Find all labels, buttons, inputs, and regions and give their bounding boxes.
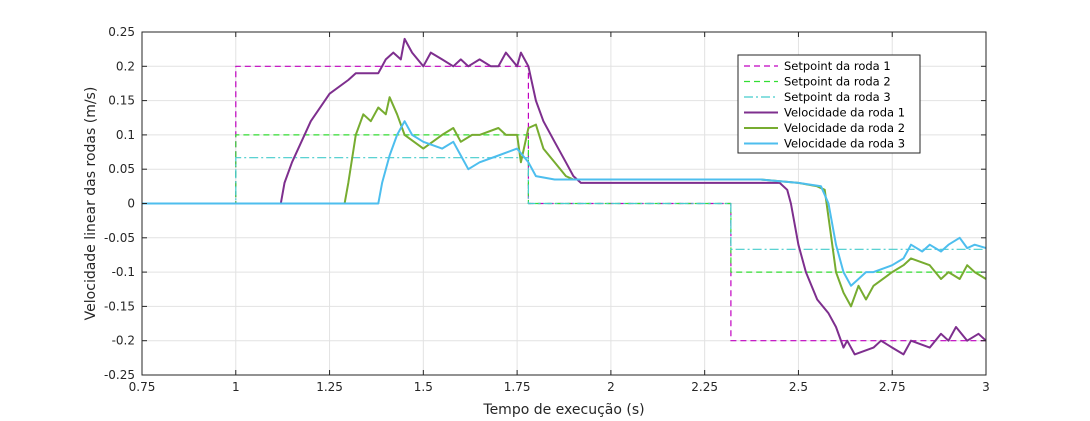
series-line-3 (142, 157, 986, 250)
legend-label: Velocidade da roda 2 (784, 121, 905, 135)
x-tick-label: 0.75 (129, 380, 156, 394)
y-tick-label: -0.2 (112, 334, 135, 348)
legend-label: Setpoint da roda 2 (784, 75, 891, 89)
x-tick-label: 1.75 (504, 380, 531, 394)
legend-label: Velocidade da roda 1 (784, 106, 905, 120)
x-tick-label: 2.75 (879, 380, 906, 394)
series-line-4 (142, 37, 987, 356)
y-tick-label: -0.1 (112, 265, 135, 279)
y-tick-label: 0.25 (108, 25, 135, 39)
y-tick-label: 0.05 (108, 162, 135, 176)
axis-ticks: 0.75 1 1.25 1.5 1.75 2 2.25 2.5 2.75 3 0.25 0.2 0.15… (104, 25, 990, 394)
y-tick-label: -0.05 (104, 231, 135, 245)
x-tick-label: 2 (607, 380, 615, 394)
legend: Setpoint da roda 1 Setpoint da roda 2Setp… (737, 54, 921, 154)
legend-box (737, 54, 921, 154)
y-tick-label: 0.15 (108, 94, 135, 108)
y-tick-label: -0.25 (104, 368, 135, 382)
legend-label: Setpoint da roda 3 (784, 90, 891, 104)
x-tick-label: 1.5 (414, 380, 433, 394)
legend-label: Velocidade da roda 3 (784, 137, 905, 151)
x-tick-label: 3 (982, 380, 990, 394)
x-tick-label: 1 (232, 380, 240, 394)
x-axis-label: Tempo de execução (s) (482, 402, 644, 418)
series-lines (142, 37, 987, 356)
series-line-6 (142, 120, 987, 287)
series-line-5 (142, 96, 987, 308)
legend-label: Setpoint da roda 1 (784, 59, 891, 73)
y-tick-label: 0 (127, 197, 135, 211)
y-axis-label: Velocidade linear das rodas (m/s) (83, 87, 99, 321)
x-tick-label: 1.25 (316, 380, 343, 394)
y-tick-label: -0.15 (104, 299, 135, 313)
y-tick-label: 0.2 (116, 59, 135, 73)
y-tick-label: 0.1 (116, 128, 135, 142)
x-tick-label: 2.5 (789, 380, 808, 394)
x-tick-label: 2.25 (691, 380, 718, 394)
